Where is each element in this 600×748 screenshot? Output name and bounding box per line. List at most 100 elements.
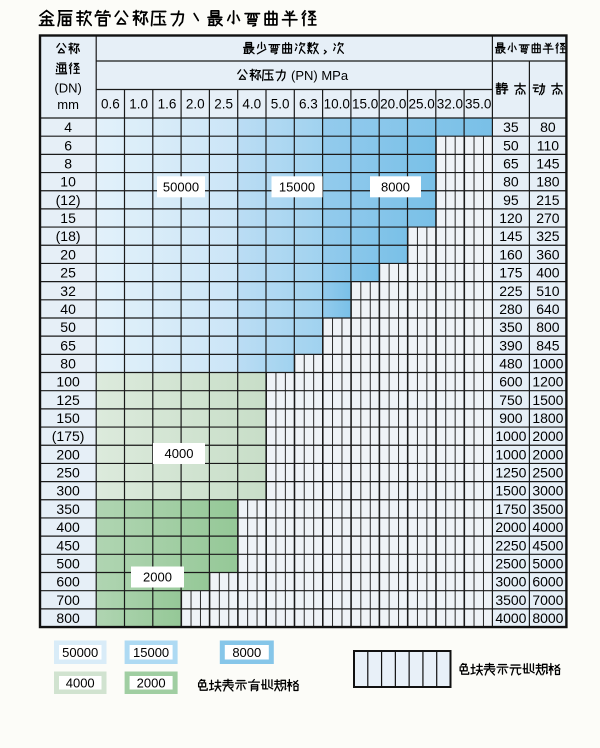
- svg-text:215: 215: [536, 192, 560, 208]
- svg-text:800: 800: [536, 319, 560, 335]
- svg-text:390: 390: [499, 337, 523, 353]
- svg-text:15.0: 15.0: [352, 97, 378, 112]
- svg-text:400: 400: [536, 265, 560, 281]
- svg-text:2.0: 2.0: [186, 97, 205, 112]
- svg-text:125: 125: [56, 392, 80, 408]
- svg-text:750: 750: [499, 392, 523, 408]
- svg-text:32: 32: [60, 283, 76, 299]
- svg-text:450: 450: [56, 537, 80, 553]
- svg-text:145: 145: [499, 228, 523, 244]
- svg-text:1500: 1500: [495, 483, 526, 499]
- svg-text:15000: 15000: [279, 180, 315, 195]
- svg-text:2000: 2000: [532, 428, 563, 444]
- svg-text:3000: 3000: [532, 483, 563, 499]
- svg-text:8000: 8000: [381, 180, 410, 195]
- svg-text:110: 110: [537, 137, 560, 153]
- svg-text:20: 20: [60, 246, 76, 262]
- svg-text:65: 65: [60, 337, 76, 353]
- svg-text:350: 350: [499, 319, 523, 335]
- svg-text:(175): (175): [52, 428, 85, 444]
- svg-text:1000: 1000: [532, 356, 563, 372]
- svg-text:6000: 6000: [532, 574, 563, 590]
- svg-text:6.3: 6.3: [299, 97, 318, 112]
- svg-text:225: 225: [499, 283, 523, 299]
- svg-text:180: 180: [536, 174, 560, 190]
- svg-text:80: 80: [540, 119, 556, 135]
- svg-text:400: 400: [56, 519, 80, 535]
- svg-text:1200: 1200: [532, 374, 563, 390]
- svg-text:(DN): (DN): [54, 81, 81, 96]
- svg-text:150: 150: [56, 410, 80, 426]
- svg-text:6: 6: [64, 137, 72, 153]
- svg-text:mm: mm: [57, 97, 79, 112]
- svg-text:32.0: 32.0: [437, 97, 463, 112]
- svg-text:145: 145: [536, 156, 560, 172]
- svg-text:20.0: 20.0: [380, 97, 406, 112]
- svg-text:(PN) MPa: (PN) MPa: [291, 68, 349, 83]
- svg-text:80: 80: [60, 356, 76, 372]
- svg-text:4000: 4000: [66, 675, 95, 690]
- svg-text:1000: 1000: [495, 446, 526, 462]
- svg-text:4000: 4000: [532, 519, 563, 535]
- svg-text:65: 65: [503, 156, 519, 172]
- svg-text:25.0: 25.0: [408, 97, 434, 112]
- svg-text:2000: 2000: [137, 675, 166, 690]
- svg-text:270: 270: [536, 210, 560, 226]
- svg-text:325: 325: [536, 228, 560, 244]
- svg-text:300: 300: [56, 483, 80, 499]
- svg-text:50: 50: [503, 137, 519, 153]
- svg-text:1.0: 1.0: [129, 97, 148, 112]
- svg-text:2250: 2250: [495, 537, 526, 553]
- svg-text:2000: 2000: [495, 519, 526, 535]
- svg-text:1250: 1250: [495, 465, 526, 481]
- svg-text:360: 360: [536, 246, 560, 262]
- svg-text:50: 50: [60, 319, 76, 335]
- svg-text:(18): (18): [56, 228, 81, 244]
- svg-text:160: 160: [499, 246, 523, 262]
- svg-text:8: 8: [64, 156, 72, 172]
- svg-text:510: 510: [536, 283, 560, 299]
- svg-text:3000: 3000: [495, 574, 526, 590]
- svg-text:100: 100: [56, 374, 80, 390]
- svg-text:640: 640: [536, 301, 560, 317]
- svg-text:480: 480: [499, 356, 523, 372]
- svg-text:0.6: 0.6: [101, 97, 120, 112]
- svg-text:10: 10: [60, 174, 76, 190]
- svg-text:120: 120: [499, 210, 523, 226]
- svg-text:10.0: 10.0: [324, 97, 350, 112]
- svg-text:1500: 1500: [532, 392, 563, 408]
- svg-text:250: 250: [56, 465, 80, 481]
- svg-text:8000: 8000: [532, 610, 563, 626]
- svg-text:4: 4: [64, 119, 72, 135]
- svg-text:4000: 4000: [495, 610, 526, 626]
- svg-text:900: 900: [499, 410, 523, 426]
- svg-text:15: 15: [60, 210, 76, 226]
- svg-text:800: 800: [56, 610, 80, 626]
- svg-text:8000: 8000: [232, 645, 261, 660]
- svg-text:2.5: 2.5: [214, 97, 233, 112]
- svg-text:200: 200: [56, 446, 80, 462]
- svg-text:7000: 7000: [532, 592, 563, 608]
- svg-text:1.6: 1.6: [158, 97, 177, 112]
- svg-text:700: 700: [56, 592, 80, 608]
- svg-text:1750: 1750: [495, 501, 526, 517]
- svg-text:80: 80: [503, 174, 519, 190]
- svg-text:3500: 3500: [532, 501, 563, 517]
- svg-text:35: 35: [503, 119, 519, 135]
- svg-text:500: 500: [56, 555, 80, 571]
- svg-text:1000: 1000: [495, 428, 526, 444]
- svg-text:845: 845: [536, 337, 560, 353]
- svg-text:2000: 2000: [143, 570, 172, 585]
- svg-text:2000: 2000: [532, 446, 563, 462]
- svg-text:50000: 50000: [163, 180, 199, 195]
- svg-text:2500: 2500: [532, 465, 563, 481]
- svg-text:25: 25: [60, 265, 76, 281]
- svg-text:1800: 1800: [532, 410, 563, 426]
- svg-text:5.0: 5.0: [271, 97, 290, 112]
- svg-text:50000: 50000: [62, 645, 98, 660]
- svg-text:40: 40: [60, 301, 76, 317]
- svg-text:(12): (12): [56, 192, 81, 208]
- svg-text:35.0: 35.0: [465, 97, 491, 112]
- svg-text:5000: 5000: [532, 555, 563, 571]
- svg-text:3500: 3500: [495, 592, 526, 608]
